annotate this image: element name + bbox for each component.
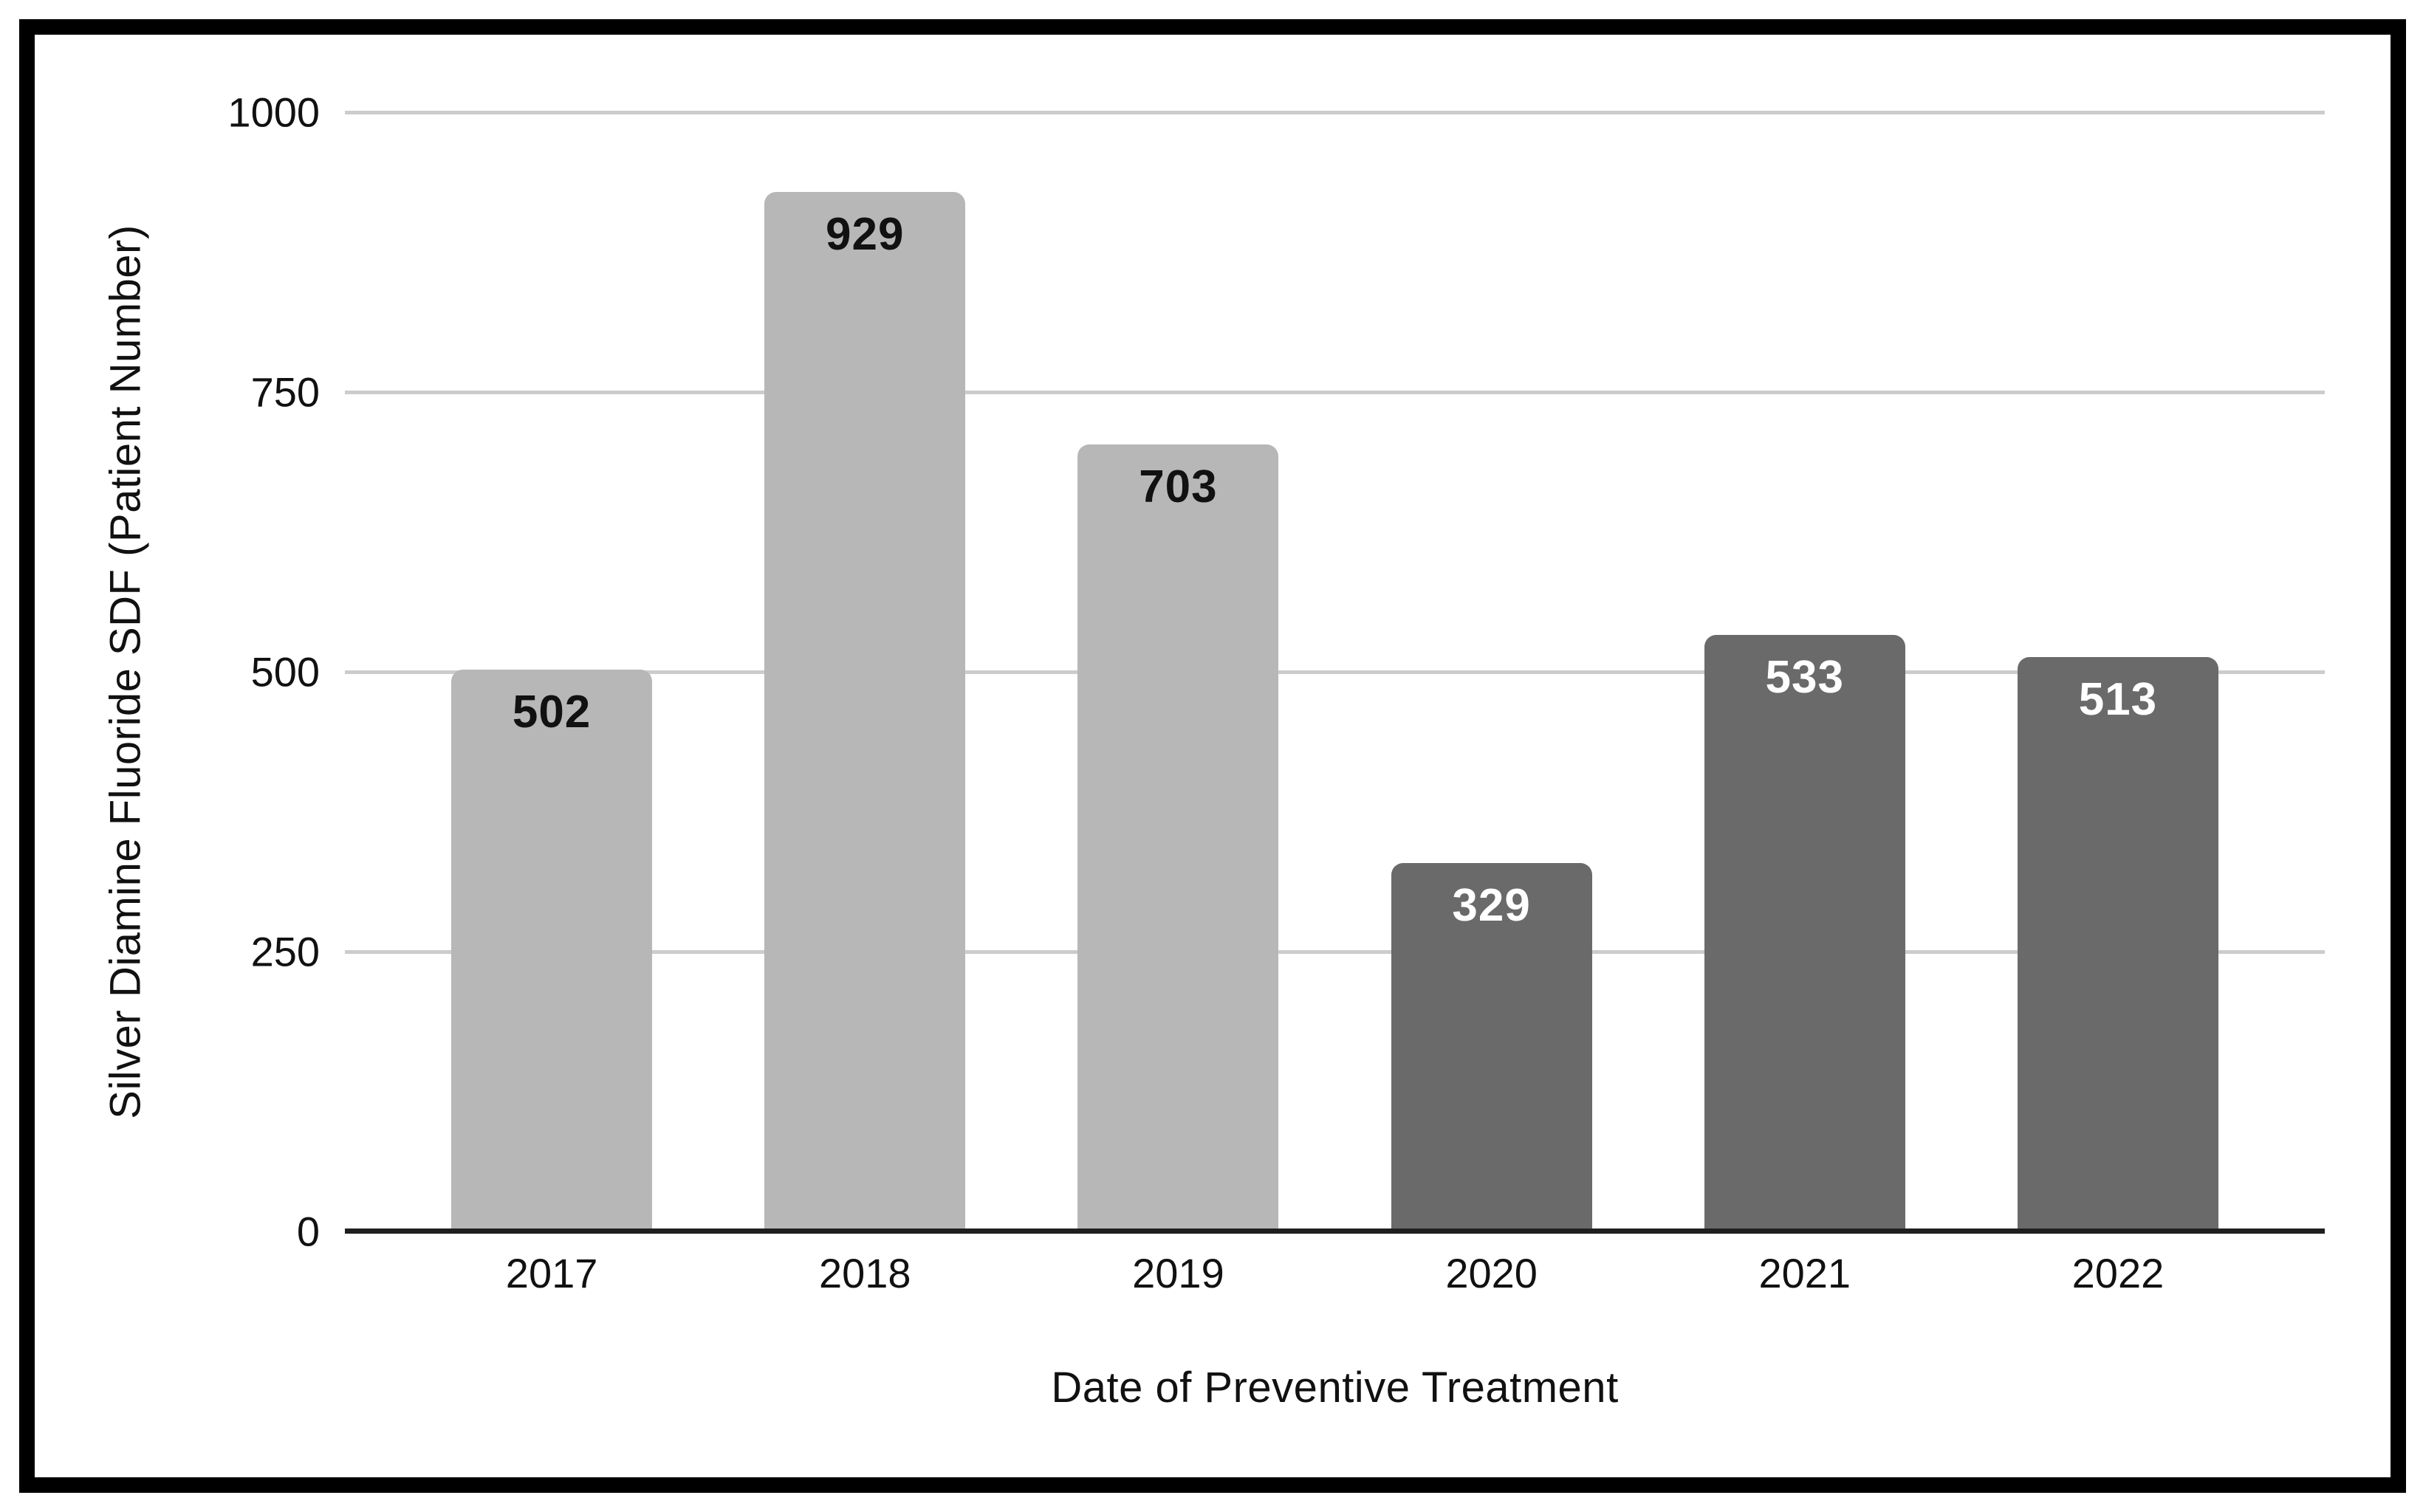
bar-2019: 703 — [1077, 444, 1279, 1231]
bar-slot: 513 — [1961, 112, 2275, 1231]
y-tick-label: 1000 — [227, 89, 320, 136]
bar-slot: 329 — [1335, 112, 1648, 1231]
x-axis-title: Date of Preventive Treatment — [1051, 1364, 1619, 1412]
x-tick-label: 2022 — [2071, 1250, 2165, 1296]
gridline — [345, 111, 2325, 114]
bar-value-label: 502 — [512, 686, 592, 738]
gridline — [345, 391, 2325, 394]
x-axis-tick-labels: 2017 2018 2019 2020 2021 2022 — [345, 1249, 2325, 1297]
x-axis-line — [345, 1228, 2325, 1234]
gridline — [345, 950, 2325, 954]
bar-value-label: 533 — [1765, 651, 1844, 703]
bar-slot: 929 — [708, 112, 1021, 1231]
bar-value-label: 929 — [826, 208, 905, 260]
x-tick-label: 2019 — [1132, 1250, 1224, 1296]
y-axis-tick-labels: 0 250 500 750 1000 — [0, 89, 320, 1255]
x-tick-label: 2021 — [1758, 1250, 1851, 1296]
bar-2018: 929 — [764, 191, 966, 1231]
bar-slot: 703 — [1021, 112, 1334, 1231]
bar-value-label: 513 — [2078, 674, 2158, 726]
x-tick-label: 2018 — [818, 1250, 911, 1296]
x-tick-label: 2017 — [505, 1250, 598, 1296]
bar-value-label: 329 — [1452, 880, 1531, 932]
bar-slot: 533 — [1648, 112, 1961, 1231]
gridline — [345, 670, 2325, 674]
y-tick-label: 500 — [250, 648, 320, 695]
y-tick-label: 0 — [296, 1208, 320, 1255]
bar-value-label: 703 — [1139, 461, 1218, 513]
bar-slot: 502 — [395, 112, 708, 1231]
bar-2017: 502 — [451, 669, 653, 1231]
y-tick-label: 250 — [250, 928, 320, 975]
bars-row: 502 929 703 329 533 513 — [345, 112, 2325, 1231]
bar-2020: 329 — [1391, 863, 1592, 1231]
bar-2021: 533 — [1704, 634, 1905, 1231]
bar-2022: 513 — [2017, 657, 2218, 1231]
y-tick-label: 750 — [250, 368, 320, 416]
plot-area: 502 929 703 329 533 513 — [345, 111, 2325, 1234]
x-tick-label: 2020 — [1445, 1250, 1538, 1296]
